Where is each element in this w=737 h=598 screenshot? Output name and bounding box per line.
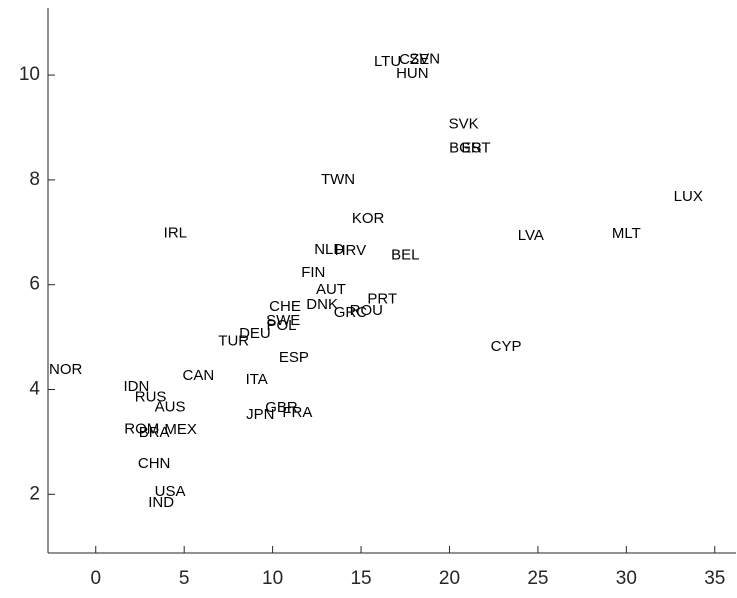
y-tick-label: 8 bbox=[29, 169, 40, 190]
y-tick-label: 6 bbox=[29, 274, 40, 295]
point-label: FIN bbox=[301, 264, 325, 281]
point-label: PRT bbox=[367, 290, 397, 307]
x-tick-label: 0 bbox=[90, 568, 101, 589]
point-label: CZE bbox=[399, 51, 429, 68]
y-tick-label: 4 bbox=[29, 379, 40, 400]
point-label: AUS bbox=[155, 398, 186, 415]
point-label: SVN bbox=[409, 50, 440, 67]
x-tick-label: 5 bbox=[179, 568, 190, 589]
x-tick-label: 35 bbox=[704, 568, 725, 589]
x-tick-label: 10 bbox=[262, 568, 283, 589]
point-label: LTU bbox=[374, 53, 401, 70]
point-label: POL bbox=[266, 317, 296, 334]
y-tick-label: 10 bbox=[19, 64, 40, 85]
point-label: ROM bbox=[124, 420, 159, 437]
point-label: FRA bbox=[282, 404, 312, 421]
point-label: MLT bbox=[612, 225, 641, 242]
point-label: BGR bbox=[449, 139, 482, 156]
point-label: GBR bbox=[265, 399, 298, 416]
point-label: KOR bbox=[352, 210, 385, 227]
point-label: BRA bbox=[139, 424, 170, 441]
x-tick-label: 30 bbox=[616, 568, 637, 589]
point-label: DNK bbox=[306, 296, 338, 313]
point-label: LUX bbox=[674, 188, 703, 205]
point-label: NLD bbox=[314, 241, 344, 258]
point-label: ITA bbox=[246, 371, 268, 388]
point-label: HUN bbox=[396, 65, 429, 82]
point-label: AUT bbox=[316, 281, 346, 298]
x-tick-label: 20 bbox=[439, 568, 460, 589]
point-label: DEU bbox=[239, 325, 271, 342]
y-tick-label: 2 bbox=[29, 483, 40, 504]
point-label: ESP bbox=[279, 349, 309, 366]
point-label: RUS bbox=[135, 388, 167, 405]
point-label: CAN bbox=[182, 367, 214, 384]
point-label: JPN bbox=[246, 406, 274, 423]
x-tick-label: 15 bbox=[350, 568, 371, 589]
point-label: LVA bbox=[518, 227, 544, 244]
point-label: IRL bbox=[164, 224, 187, 241]
point-label: EST bbox=[461, 139, 490, 156]
point-label: BEL bbox=[391, 246, 419, 263]
point-label: IND bbox=[148, 494, 174, 511]
point-label: ROU bbox=[350, 302, 383, 319]
point-label: CHE bbox=[269, 298, 301, 315]
point-label: SVK bbox=[449, 115, 479, 132]
point-label: TWN bbox=[321, 171, 355, 188]
point-label: IDN bbox=[124, 378, 150, 395]
point-label: NOR bbox=[49, 361, 83, 378]
point-label: CHN bbox=[138, 455, 171, 472]
point-label: TUR bbox=[218, 332, 249, 349]
point-label: MEX bbox=[164, 421, 197, 438]
point-label: SWE bbox=[266, 312, 300, 329]
x-tick-label: 25 bbox=[527, 568, 548, 589]
point-label: HRV bbox=[335, 242, 366, 259]
point-label: USA bbox=[155, 483, 186, 500]
point-label: CYP bbox=[491, 338, 522, 355]
point-label: GRC bbox=[334, 304, 368, 321]
